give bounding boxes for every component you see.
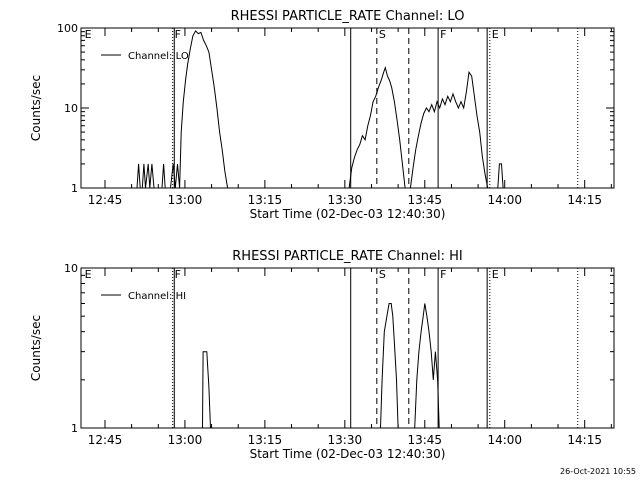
x-axis-label: Start Time (02-Dec-03 12:40:30) [250, 207, 446, 221]
panel-lo: RHESSI PARTICLE_RATE Channel: LO 1 10 100 12… [29, 9, 615, 221]
y-tick-label: 10 [64, 102, 78, 115]
x-tick-label: 13:30 [328, 193, 363, 207]
series-line-segment [409, 70, 489, 189]
y-tick-label: 1 [71, 182, 78, 195]
marker-label: S [379, 268, 386, 281]
x-tick-label: 12:45 [88, 433, 123, 447]
marker-label: E [85, 268, 92, 281]
marker-label: F [175, 28, 181, 41]
x-axis-label: Start Time (02-Dec-03 12:40:30) [250, 447, 446, 461]
series-line-segment [202, 351, 211, 429]
chart-title: RHESSI PARTICLE_RATE Channel: HI [232, 249, 462, 264]
x-tick-label: 13:45 [407, 433, 442, 447]
legend-label: Channel: LO [128, 51, 189, 62]
x-tick-label: 13:15 [248, 193, 283, 207]
marker-label: F [440, 268, 446, 281]
marker-label: F [175, 268, 181, 281]
y-axis-label: Counts/sec [29, 75, 43, 141]
panel-hi: RHESSI PARTICLE_RATE Channel: HI 1 10 12:45… [29, 249, 615, 461]
y-tick-label: 1 [71, 422, 78, 435]
legend-label: Channel: HI [128, 291, 186, 302]
x-tick-label: 14:00 [487, 193, 522, 207]
series-line-segment [161, 163, 166, 189]
marker-label: E [85, 28, 92, 41]
footer-timestamp: 26-Oct-2021 10:55 [560, 467, 636, 476]
series-line-segment [414, 303, 440, 429]
series-line-segment [170, 30, 229, 189]
x-tick-label: 13:00 [168, 433, 203, 447]
series-line-segment [497, 163, 504, 189]
marker-label: E [492, 28, 499, 41]
chart-title: RHESSI PARTICLE_RATE Channel: LO [231, 9, 465, 24]
marker-label: F [440, 28, 446, 41]
series-line-segment [136, 163, 155, 189]
marker-label: S [379, 28, 386, 41]
x-tick-label: 14:00 [487, 433, 522, 447]
marker-label: E [492, 268, 499, 281]
y-tick-label: 100 [57, 22, 78, 35]
x-tick-label: 13:15 [248, 433, 283, 447]
y-axis-label: Counts/sec [29, 315, 43, 381]
plot-frame [80, 267, 615, 429]
x-tick-label: 13:45 [407, 193, 442, 207]
series-line-segment [348, 65, 406, 189]
x-tick-label: 12:45 [88, 193, 123, 207]
x-tick-label: 14:15 [567, 433, 602, 447]
x-tick-label: 13:30 [328, 433, 363, 447]
series-line-segment [380, 303, 399, 429]
y-tick-label: 10 [64, 262, 78, 275]
x-tick-label: 14:15 [567, 193, 602, 207]
x-tick-label: 13:00 [168, 193, 203, 207]
